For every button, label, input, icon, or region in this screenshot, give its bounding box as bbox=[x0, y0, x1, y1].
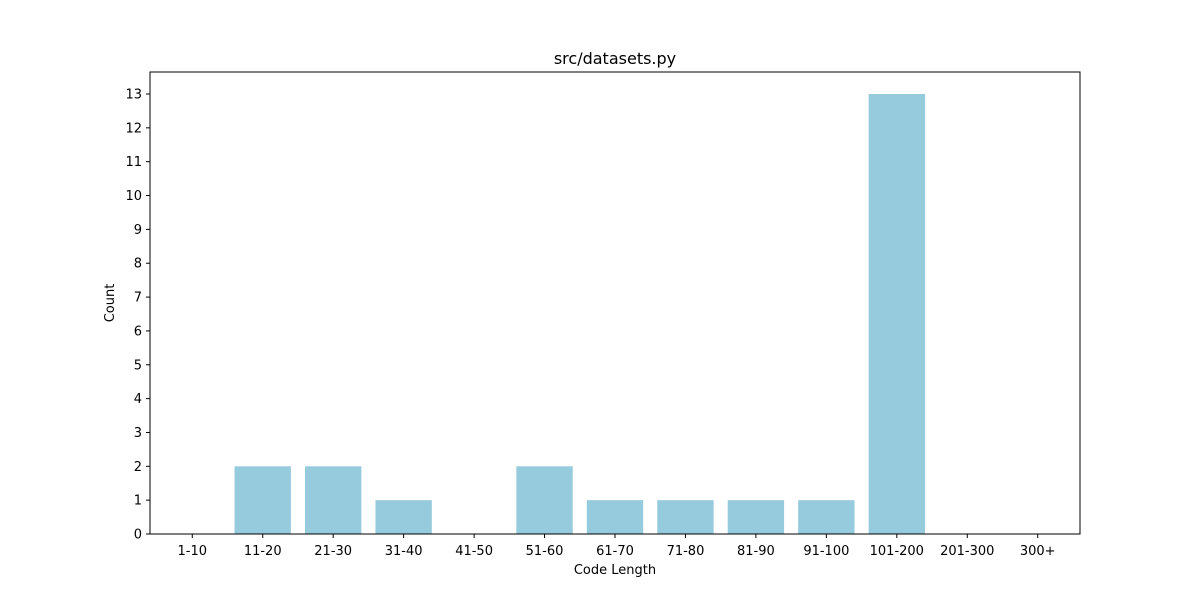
y-tick-label: 13 bbox=[125, 88, 142, 103]
x-axis-label: Code Length bbox=[574, 563, 656, 578]
x-tick-label: 101-200 bbox=[870, 544, 924, 559]
y-axis-label: Count bbox=[103, 284, 118, 323]
bar-31-40 bbox=[375, 500, 432, 534]
x-tick-label: 31-40 bbox=[385, 544, 423, 559]
plot-frame bbox=[149, 71, 1081, 535]
y-tick-label: 11 bbox=[125, 155, 142, 170]
x-tick-label: 71-80 bbox=[667, 544, 705, 559]
x-tick-label: 91-100 bbox=[803, 544, 849, 559]
x-tick-label: 300+ bbox=[1020, 544, 1056, 559]
bars-group bbox=[234, 94, 925, 534]
x-tick-label: 21-30 bbox=[314, 544, 352, 559]
chart-title: src/datasets.py bbox=[554, 49, 676, 68]
y-tick-label: 4 bbox=[134, 392, 142, 407]
y-tick-label: 8 bbox=[134, 257, 142, 272]
bar-11-20 bbox=[234, 466, 291, 534]
y-tick-label: 9 bbox=[134, 223, 142, 238]
y-tick-label: 0 bbox=[134, 528, 142, 543]
y-tick-label: 5 bbox=[134, 358, 142, 373]
x-tick-label: 11-20 bbox=[244, 544, 282, 559]
y-tick-label: 6 bbox=[134, 324, 142, 339]
y-tick-label: 10 bbox=[125, 189, 142, 204]
x-tick-label: 201-300 bbox=[940, 544, 994, 559]
bar-61-70 bbox=[586, 500, 644, 534]
x-axis: 1-10 11-20 21-30 31-40 41-50 51-60 61-70 71-80 8… bbox=[178, 534, 1056, 559]
y-tick-label: 2 bbox=[134, 460, 142, 475]
x-tick-label: 51-60 bbox=[526, 544, 564, 559]
x-tick-label: 61-70 bbox=[596, 544, 634, 559]
y-tick-label: 12 bbox=[125, 121, 142, 136]
x-tick-label: 1-10 bbox=[178, 544, 208, 559]
bar-91-100 bbox=[798, 500, 855, 534]
x-tick-label: 41-50 bbox=[455, 544, 493, 559]
bar-21-30 bbox=[305, 466, 362, 534]
bar-51-60 bbox=[516, 466, 573, 534]
y-tick-label: 7 bbox=[134, 291, 142, 306]
bar-81-90 bbox=[727, 500, 785, 534]
y-tick-label: 3 bbox=[134, 426, 142, 441]
bar-101-200 bbox=[868, 94, 925, 534]
x-tick-label: 81-90 bbox=[737, 544, 775, 559]
y-tick-label: 1 bbox=[134, 494, 142, 509]
bar-71-80 bbox=[657, 500, 714, 534]
